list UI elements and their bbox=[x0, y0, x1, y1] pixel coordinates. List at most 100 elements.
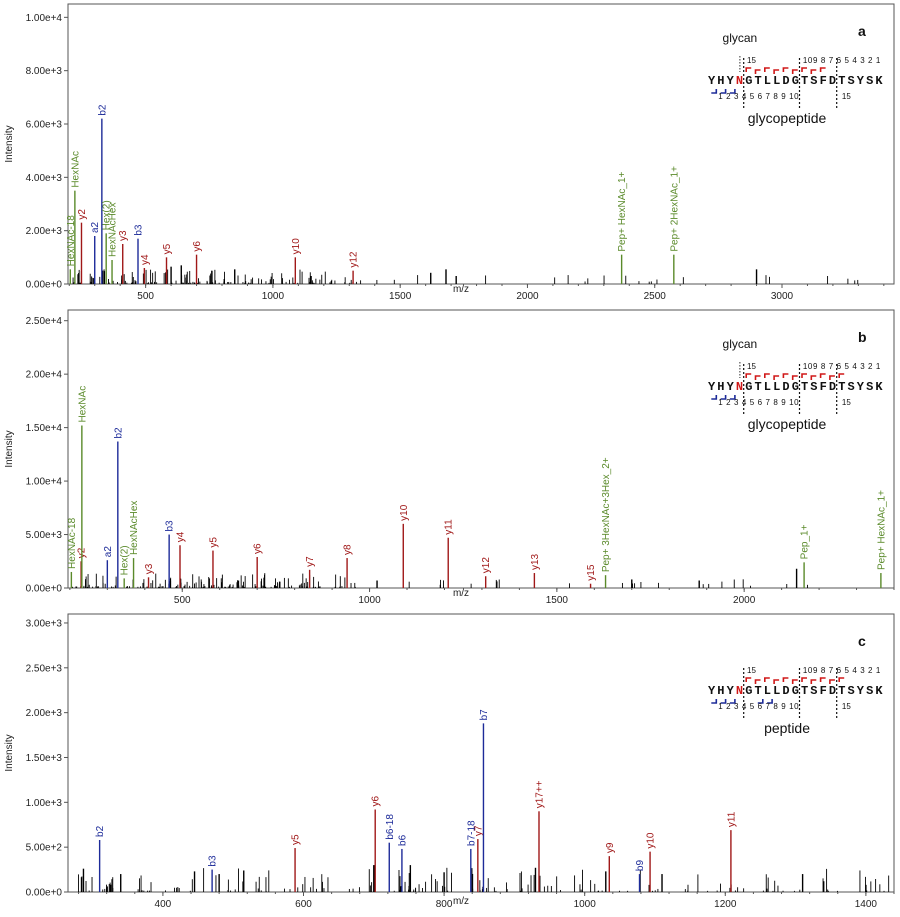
peak-label: HexNAc-18 bbox=[67, 517, 78, 569]
b-fragment-mark bbox=[711, 699, 718, 704]
peak-label: b2 bbox=[113, 427, 124, 439]
y-fragment-mark bbox=[838, 373, 845, 378]
y-tick-label: 2.50e+3 bbox=[26, 663, 63, 674]
peak-label: Pep+ HexNAc_1+ bbox=[876, 490, 887, 570]
residue: G bbox=[745, 684, 752, 698]
glycosylated-residue: N bbox=[736, 684, 743, 698]
peak-label: Hex(2) bbox=[120, 545, 131, 575]
b-fragment-mark bbox=[729, 699, 736, 704]
peak-label: y8 bbox=[343, 544, 354, 555]
y-fragment-mark bbox=[754, 69, 761, 74]
y-tick-label: 2.00e+4 bbox=[26, 370, 63, 381]
peak-label: y17++ bbox=[534, 780, 545, 808]
b-fragment-mark bbox=[729, 89, 736, 94]
residue: T bbox=[801, 74, 808, 88]
peak-label: HexNAc bbox=[70, 151, 81, 188]
y-tick-label: 8.00e+3 bbox=[26, 66, 63, 77]
y-fragment-mark bbox=[810, 375, 817, 380]
panel-letter: a bbox=[858, 23, 866, 39]
y-fragment-mark bbox=[791, 679, 798, 684]
y-fragment-mark bbox=[754, 679, 761, 684]
glycan-label: glycan bbox=[723, 31, 758, 45]
residue: S bbox=[866, 380, 873, 394]
x-axis-title: m/z bbox=[453, 588, 469, 599]
y-fragment-mark bbox=[782, 677, 789, 682]
residue: Y bbox=[857, 74, 865, 88]
glycosylated-residue: N bbox=[736, 74, 743, 88]
peak-label: HexNAc bbox=[77, 386, 88, 423]
sequence-inset: YHYNGTLLDGTSFDTSYSKYHYNGTLLDGTSFDTSYSKgl… bbox=[708, 31, 883, 126]
residue: Y bbox=[708, 684, 716, 698]
residue: D bbox=[829, 684, 836, 698]
b-fragment-mark bbox=[711, 89, 718, 94]
inset-caption: glycopeptide bbox=[748, 416, 827, 432]
y-axis-title: Intensity bbox=[4, 734, 15, 771]
residue: G bbox=[745, 380, 752, 394]
residue: G bbox=[745, 74, 752, 88]
y-fragment-mark bbox=[791, 69, 798, 74]
residue: S bbox=[810, 74, 817, 88]
y-fragment-mark bbox=[829, 679, 835, 684]
peak-label: y5 bbox=[208, 537, 219, 548]
upper-number-right: 109 8 7 6 5 4 3 2 1 bbox=[803, 362, 881, 371]
peak-label: b7 bbox=[479, 709, 490, 721]
y-fragment-mark bbox=[801, 677, 807, 682]
y-fragment-mark bbox=[819, 67, 826, 72]
upper-number-left: 15 bbox=[747, 362, 756, 371]
peak-label: HexNAcHex bbox=[129, 501, 140, 555]
residue: D bbox=[829, 74, 836, 88]
peak-label: y5 bbox=[291, 834, 302, 845]
peak-label: y12 bbox=[349, 251, 360, 268]
spectrum-panel-a: 0.00e+0 2.00e+3 4.00e+3 6.00e+3 8.00e+3 1.00e… bbox=[4, 3, 895, 302]
x-tick-label: 400 bbox=[155, 899, 172, 910]
peak-label: y15 bbox=[586, 564, 597, 581]
y-fragment-mark bbox=[801, 373, 807, 378]
b-fragment-mark bbox=[720, 395, 727, 400]
residue: F bbox=[820, 74, 827, 88]
residue: F bbox=[820, 380, 827, 394]
residue: T bbox=[801, 684, 808, 698]
lower-number-right: 15 bbox=[842, 702, 851, 711]
residue: S bbox=[848, 684, 855, 698]
peak-label: b2 bbox=[97, 104, 108, 116]
peak-label: b7-18 bbox=[466, 820, 477, 846]
peak-label: HexNAc-18 bbox=[66, 215, 77, 267]
peak-label: y6 bbox=[192, 241, 203, 252]
residue: Y bbox=[708, 380, 716, 394]
y-tick-label: 1.00e+4 bbox=[26, 13, 63, 24]
residue: T bbox=[838, 684, 845, 698]
y-fragment-mark bbox=[745, 373, 752, 378]
x-tick-label: 1200 bbox=[714, 899, 737, 910]
y-fragment-mark bbox=[764, 677, 770, 682]
peak-label: b6-18 bbox=[385, 814, 396, 840]
peak-label: Pep+ 2HexNAc_1+ bbox=[669, 166, 680, 252]
sequence-inset: YHYNGTLLDGTSFDTSYSKYHYNGTLLDGTSFDTSYSKgl… bbox=[708, 337, 883, 432]
residue: K bbox=[875, 380, 883, 394]
residue: K bbox=[875, 684, 883, 698]
peak-label: b6 bbox=[397, 834, 408, 846]
y-fragment-mark bbox=[745, 677, 752, 682]
residue: L bbox=[764, 380, 771, 394]
peak-label: Hex(2) bbox=[102, 200, 113, 230]
y-tick-label: 4.00e+3 bbox=[26, 173, 63, 184]
upper-number-right: 109 8 7 6 5 4 3 2 1 bbox=[803, 666, 881, 675]
y-fragment-mark bbox=[810, 69, 817, 74]
y-fragment-mark bbox=[782, 373, 789, 378]
peak-label: y4 bbox=[176, 531, 187, 542]
peak-label: y9 bbox=[605, 842, 616, 853]
residue: G bbox=[792, 74, 799, 88]
y-tick-label: 5.00e+2 bbox=[26, 843, 63, 854]
peak-label: b3 bbox=[134, 224, 145, 236]
b-fragment-mark bbox=[767, 699, 773, 704]
y-tick-label: 5.00e+3 bbox=[26, 530, 63, 541]
peak-label: b3 bbox=[165, 520, 176, 532]
peak-label: a2 bbox=[90, 221, 101, 233]
residue: D bbox=[782, 380, 789, 394]
glycosylated-residue: N bbox=[736, 380, 743, 394]
plot-frame bbox=[67, 613, 895, 893]
b-fragment-mark bbox=[711, 395, 718, 400]
residue: Y bbox=[727, 380, 735, 394]
residue: L bbox=[773, 74, 780, 88]
panel-letter: b bbox=[858, 329, 867, 345]
